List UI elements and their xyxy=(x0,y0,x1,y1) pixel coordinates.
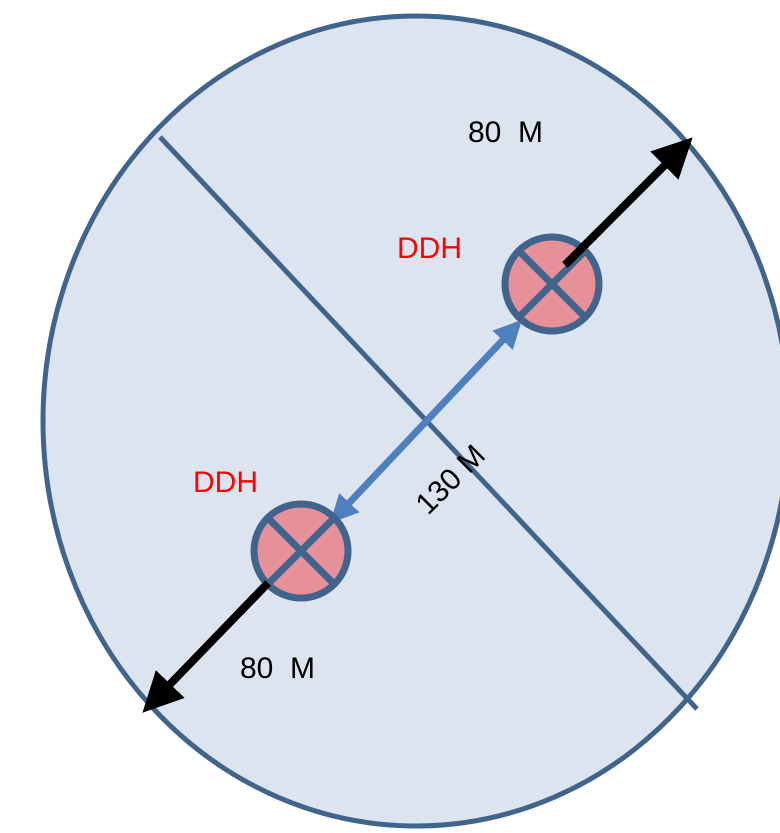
ddh-marker-top-cross-2 xyxy=(516,248,588,320)
ddh-marker-bottom xyxy=(250,500,352,602)
ddh-marker-top xyxy=(501,233,603,335)
ddh-bottom-label: DDH xyxy=(193,466,258,499)
top-distance-label: 80 M xyxy=(468,116,543,149)
bottom-distance-label: 80 M xyxy=(240,652,315,685)
distance-arrow-bottom-overlay xyxy=(237,580,271,615)
ddh-marker-bottom-cross-2 xyxy=(265,515,337,587)
distance-arrow-top-overlay xyxy=(562,227,603,268)
ddh-top-label: DDH xyxy=(397,232,462,265)
distance-arrow-130 xyxy=(330,319,522,524)
